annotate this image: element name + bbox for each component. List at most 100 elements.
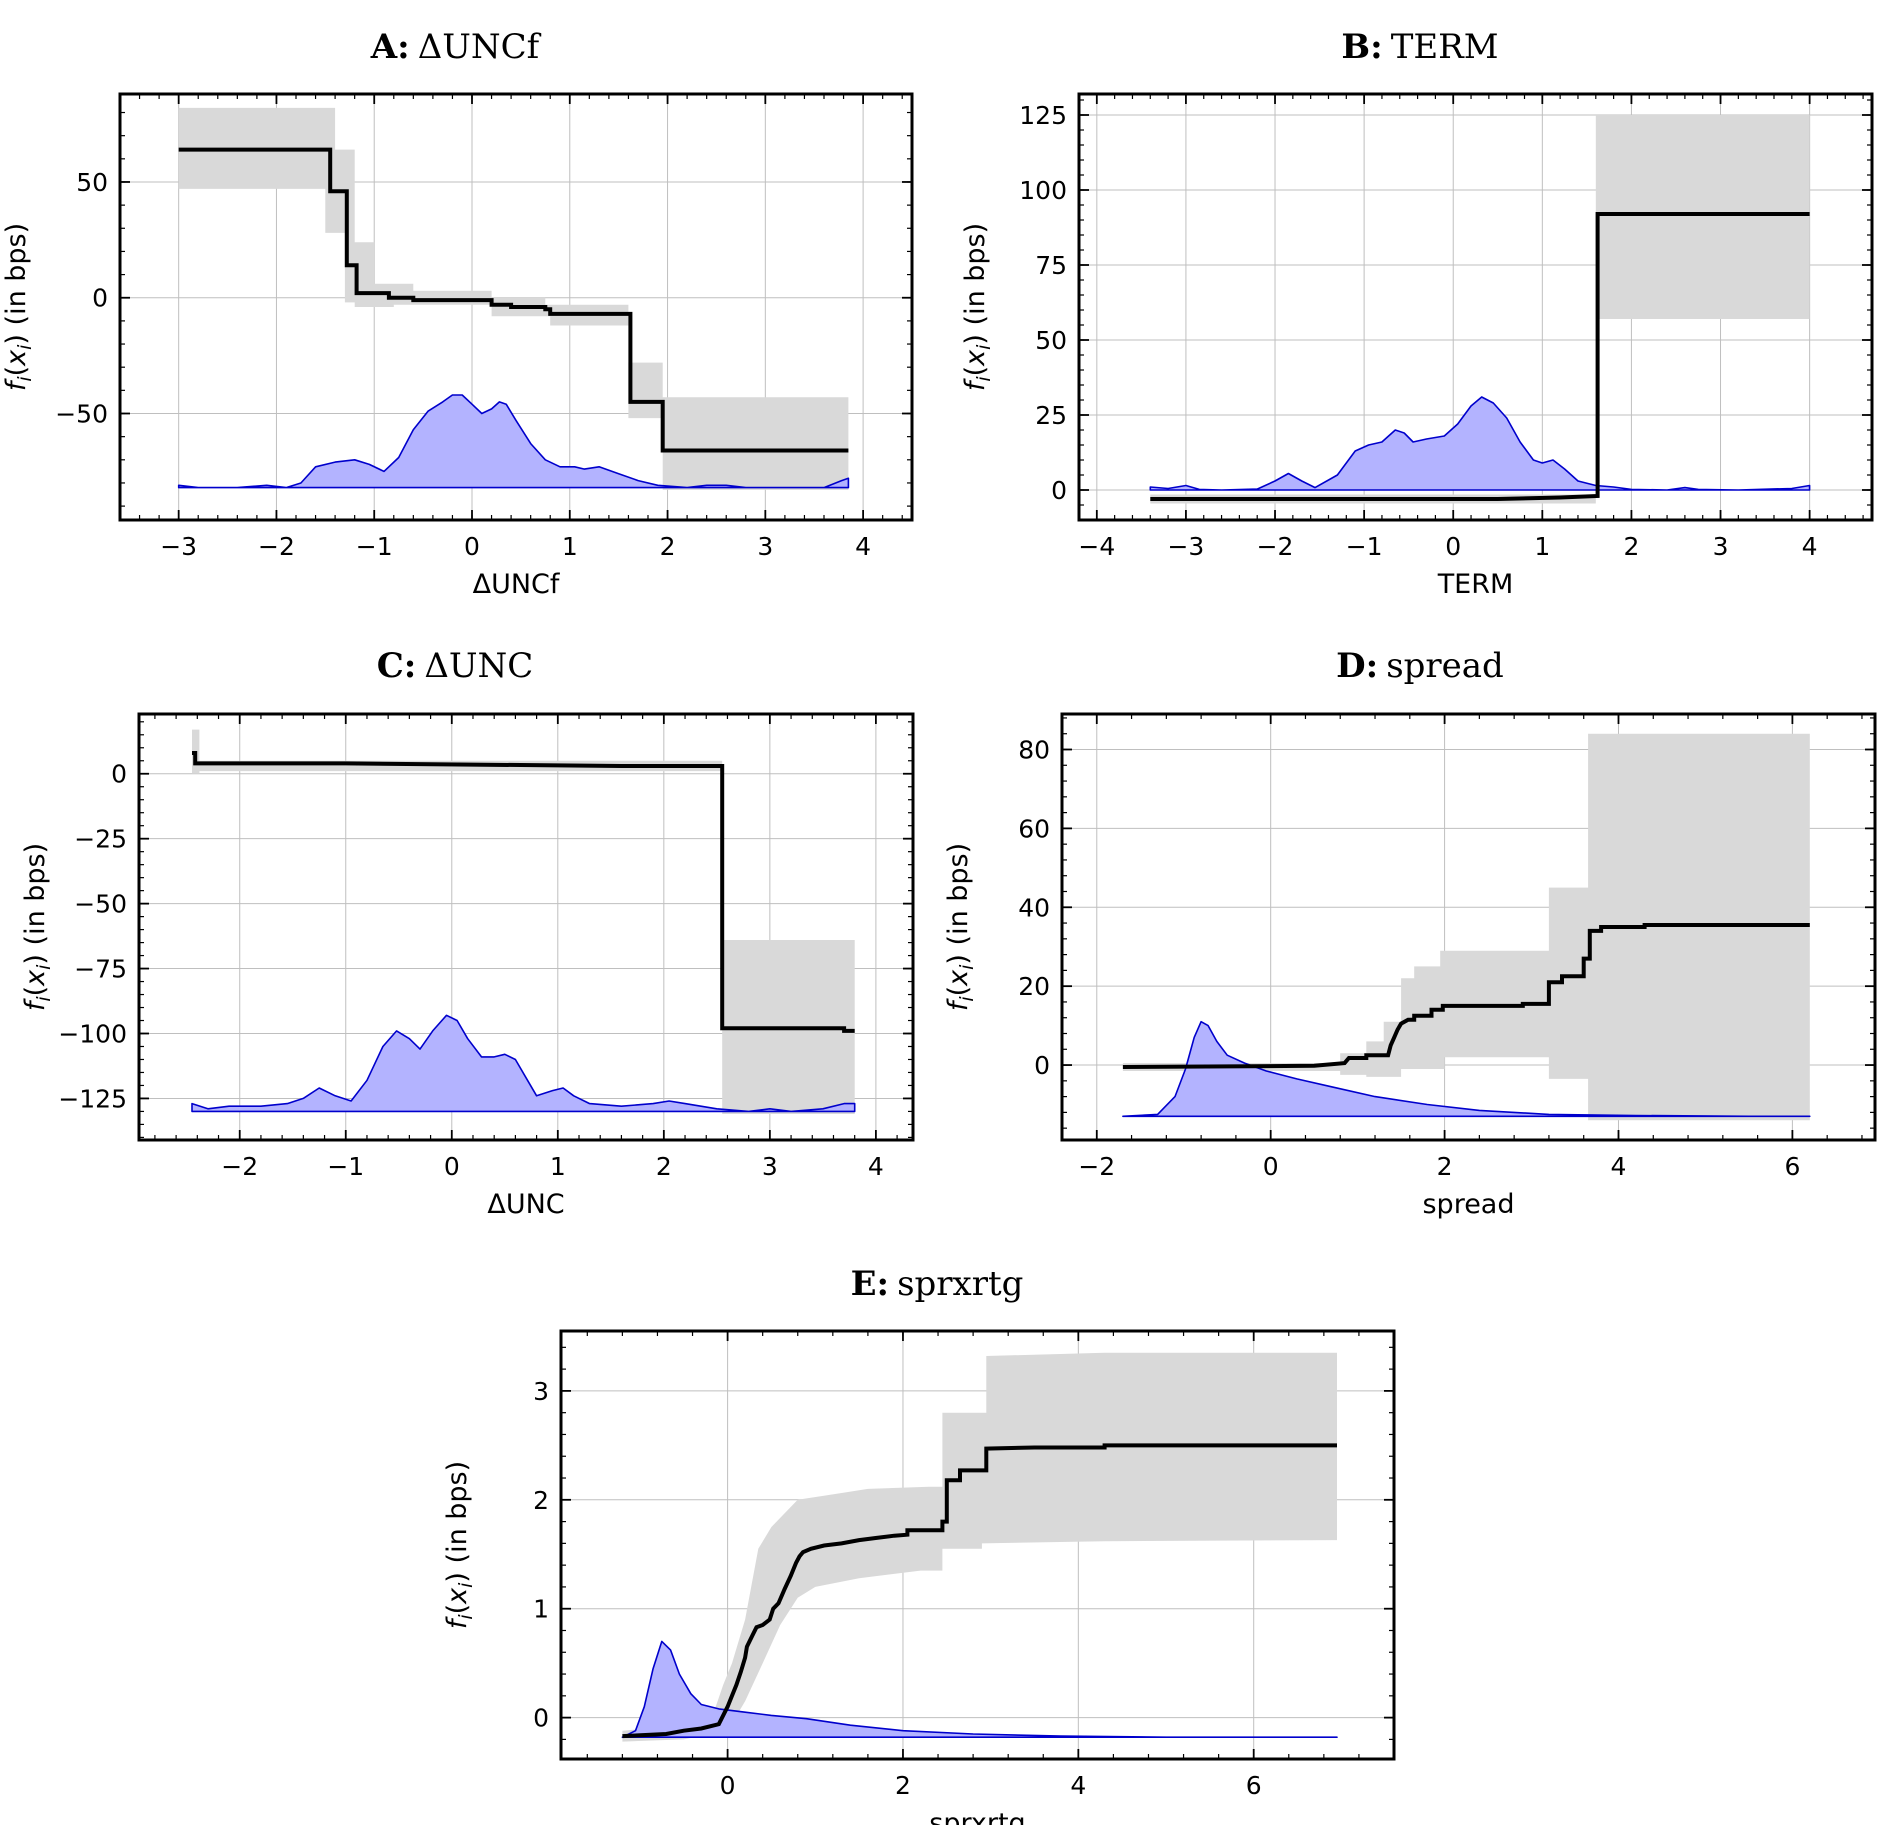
y-tick-label: −50 — [55, 400, 108, 429]
x-axis-label: spread — [1422, 1189, 1514, 1220]
y-label-sub-x: i — [455, 1582, 477, 1588]
y-tick-label: 40 — [1018, 893, 1050, 922]
axes-frame — [118, 92, 914, 522]
x-axis-label: ΔUNCf — [473, 569, 561, 600]
y-tick-label: 60 — [1018, 814, 1050, 843]
confidence-band — [622, 1352, 1337, 1742]
density-area — [177, 394, 850, 489]
x-tick-label: 3 — [762, 1152, 778, 1181]
y-label-sub-x: i — [956, 964, 978, 970]
x-tick-label: −2 — [1257, 532, 1294, 561]
x-tick-label: 6 — [1784, 1152, 1800, 1181]
axes-frame — [137, 712, 915, 1142]
panel-title-text: TERM — [1391, 27, 1499, 67]
effect-line — [1150, 212, 1810, 501]
x-tick-label: 0 — [720, 1771, 736, 1800]
x-tick-label: 0 — [444, 1152, 460, 1181]
y-label-rest: ) (in bps) — [20, 843, 51, 965]
x-tick-label: 0 — [464, 532, 480, 561]
y-tick-label: 3 — [533, 1377, 549, 1406]
y-tick-label: −25 — [74, 825, 127, 854]
y-label-rest: ) (in bps) — [960, 223, 991, 345]
x-tick-label: 0 — [1445, 532, 1461, 561]
panel-c: C: ΔUNC−2 −1 0 1 2 3 4−125−100−75−50−250ΔUNCfi(… — [20, 646, 915, 1220]
y-axis-label: fi(xi) (in bps) — [1, 223, 36, 391]
y-tick-label: 0 — [1051, 476, 1067, 505]
effect-line — [178, 147, 849, 453]
x-tick-label: 2 — [656, 1152, 672, 1181]
y-label-x: x — [960, 349, 991, 367]
y-label-x: x — [20, 969, 51, 987]
x-tick-label: −1 — [327, 1152, 364, 1181]
confidence-band — [192, 729, 855, 1114]
y-label-open: ( — [943, 986, 974, 997]
y-label-rest: ) (in bps) — [1, 223, 32, 345]
y-tick-label: 100 — [1019, 176, 1067, 205]
y-tick-label: 50 — [76, 168, 108, 197]
y-tick-label: 1 — [533, 1595, 549, 1624]
x-tick-label: 3 — [757, 532, 773, 561]
y-axis-label: fi(xi) (in bps) — [20, 843, 55, 1011]
x-tick-label: −2 — [1078, 1152, 1115, 1181]
x-tick-label: 2 — [1623, 532, 1639, 561]
y-label-sub-x: i — [33, 964, 55, 970]
y-axis-label: fi(xi) (in bps) — [442, 1461, 477, 1629]
plot-area — [191, 729, 856, 1114]
panel-title-text: ΔUNC — [424, 646, 533, 686]
y-tick-label: 80 — [1018, 736, 1050, 765]
x-tick-label: 4 — [868, 1152, 884, 1181]
y-tick-label: 0 — [111, 760, 127, 789]
x-tick-label: 6 — [1246, 1771, 1262, 1800]
panel-title-prefix: C: — [377, 646, 417, 686]
y-tick-label: −100 — [58, 1020, 127, 1049]
x-axis-label: sprxrtg — [929, 1808, 1025, 1825]
y-label-sub: i — [33, 996, 55, 1002]
y-label-sub: i — [973, 376, 995, 382]
y-tick-label: −75 — [74, 955, 127, 984]
x-tick-label: 0 — [1263, 1152, 1279, 1181]
axes-frame — [1060, 712, 1877, 1142]
x-tick-label: 4 — [1611, 1152, 1627, 1181]
density-area — [191, 1014, 856, 1113]
panel-title-prefix: B: — [1341, 27, 1382, 67]
x-axis-label: TERM — [1437, 569, 1514, 600]
x-tick-label: −4 — [1078, 532, 1115, 561]
x-tick-label: 3 — [1713, 532, 1729, 561]
y-label-rest: ) (in bps) — [442, 1461, 473, 1583]
x-tick-label: 4 — [855, 532, 871, 561]
plot-area — [1149, 115, 1811, 504]
panel-title: E: sprxrtg — [851, 1264, 1024, 1304]
y-tick-label: 0 — [533, 1704, 549, 1733]
x-tick-label: −1 — [356, 532, 393, 561]
y-label-open: ( — [960, 366, 991, 377]
y-label-sub: i — [455, 1614, 477, 1620]
x-tick-label: 2 — [660, 532, 676, 561]
x-tick-label: 1 — [550, 1152, 566, 1181]
y-label-rest: ) (in bps) — [943, 843, 974, 965]
y-label-sub-x: i — [973, 344, 995, 350]
plot-area — [1122, 733, 1811, 1121]
y-label-sub: i — [14, 376, 36, 382]
panel-title-text: spread — [1386, 646, 1504, 686]
y-tick-label: 25 — [1035, 401, 1067, 430]
panel-b: B: TERM−4 −3 −2 −1 0 1 2 3 40255075100125TERMfi(x… — [960, 27, 1874, 600]
y-axis-label: fi(xi) (in bps) — [960, 223, 995, 391]
confidence-band — [1122, 733, 1810, 1121]
y-label-open: ( — [1, 366, 32, 377]
x-tick-label: −1 — [1346, 532, 1383, 561]
panel-title-text: ΔUNCf — [418, 27, 542, 67]
y-tick-label: 75 — [1035, 251, 1067, 280]
plot-area — [177, 107, 850, 490]
panel-title: C: ΔUNC — [377, 646, 534, 686]
x-tick-label: −2 — [221, 1152, 258, 1181]
x-tick-label: 4 — [1070, 1771, 1086, 1800]
y-label-sub: i — [956, 996, 978, 1002]
panel-title: D: spread — [1336, 646, 1504, 686]
density-area — [1122, 1020, 1811, 1118]
y-label-x: x — [943, 969, 974, 987]
y-label-x: x — [1, 349, 32, 367]
y-axis-label: fi(xi) (in bps) — [943, 843, 978, 1011]
